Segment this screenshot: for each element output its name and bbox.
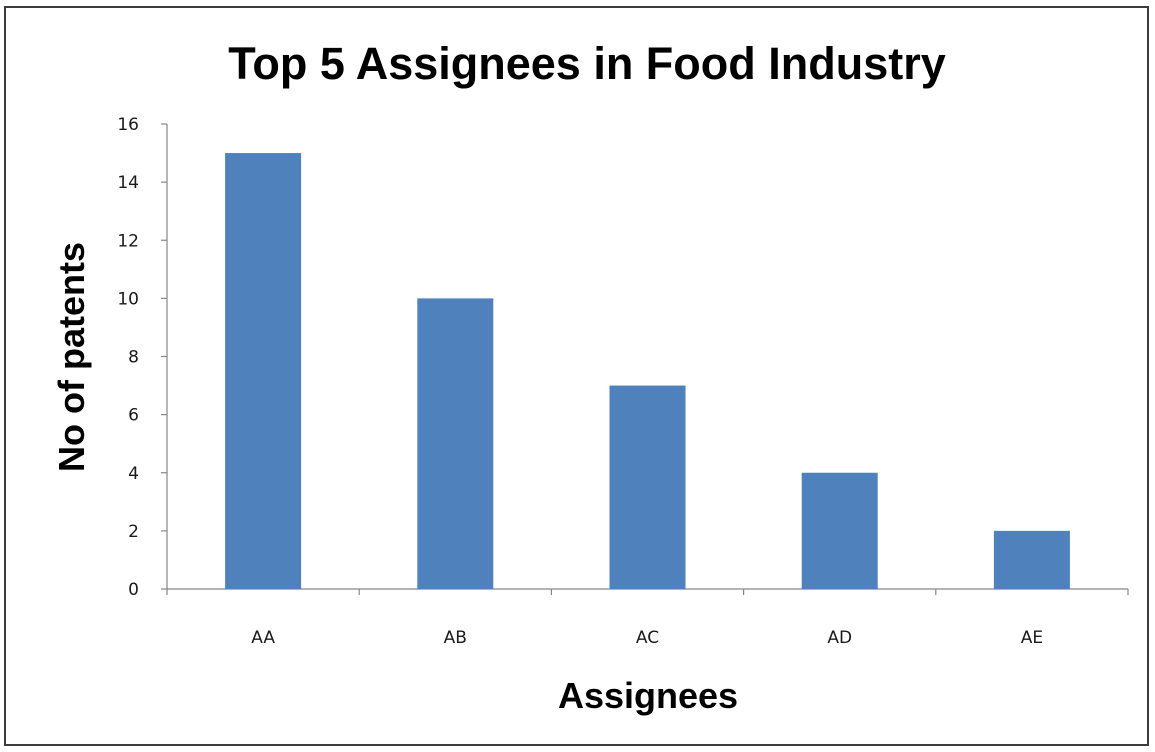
bar-ae: [993, 530, 1070, 589]
bar-ac: [609, 385, 686, 589]
y-tick-label: 14: [117, 173, 139, 193]
y-axis-title: No of patents: [51, 242, 92, 472]
chart-frame: [4, 6, 1149, 746]
y-axis: 0 2 4 6 8 10 12 14 16: [117, 115, 168, 600]
bar-ab: [417, 298, 494, 589]
y-tick-label: 8: [128, 348, 139, 368]
y-tick-label: 0: [128, 580, 139, 600]
bar-aa: [225, 153, 302, 589]
x-axis-title: Assignees: [558, 675, 738, 716]
bars: [225, 153, 1070, 589]
x-tick-label: AC: [636, 628, 659, 648]
chart-title: Top 5 Assignees in Food Industry: [228, 38, 946, 89]
y-tick-label: 16: [117, 115, 139, 135]
y-tick-label: 6: [128, 406, 139, 426]
x-tick-label: AD: [827, 628, 852, 648]
y-tick-label: 10: [117, 289, 139, 309]
bar-ad: [801, 472, 878, 589]
x-tick-label: AE: [1021, 628, 1043, 648]
y-tick-label: 2: [128, 522, 139, 542]
x-tick-label: AB: [444, 628, 467, 648]
y-tick-label: 4: [128, 464, 139, 484]
x-tick-label: AA: [251, 628, 275, 648]
y-tick-label: 12: [117, 231, 139, 251]
x-axis: AA AB AC AD AE: [166, 588, 1129, 648]
